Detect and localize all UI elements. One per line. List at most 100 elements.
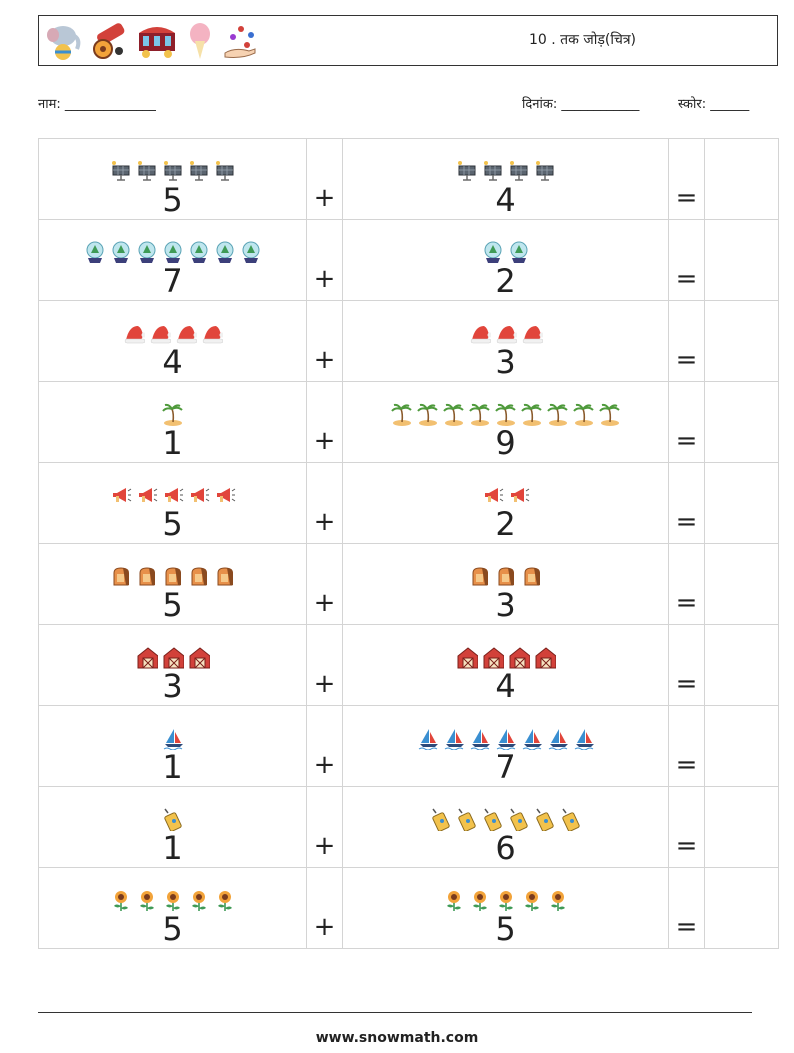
megaphone-icon bbox=[164, 488, 183, 502]
sailboat-icon bbox=[548, 729, 568, 750]
palm-island-icon bbox=[572, 403, 594, 426]
sailboat-icon bbox=[496, 729, 516, 750]
right-addend-cell: 7 bbox=[342, 705, 669, 787]
barn-icon bbox=[163, 647, 184, 669]
walkie-talkie-icon bbox=[457, 808, 476, 831]
sunflower-icon bbox=[139, 891, 154, 911]
problem-row: 3 +4 = bbox=[38, 624, 779, 706]
worksheet-title: 10 . तक जोड़(चित्र) bbox=[529, 32, 637, 48]
plus-sign: + bbox=[306, 300, 343, 382]
answer-box[interactable] bbox=[704, 381, 779, 463]
palm-island-icon bbox=[468, 403, 490, 426]
left-picture-group bbox=[39, 886, 306, 912]
answer-box[interactable] bbox=[704, 786, 779, 868]
snow-globe-icon bbox=[138, 241, 155, 263]
answer-box[interactable] bbox=[704, 705, 779, 787]
toast-icon bbox=[217, 567, 233, 586]
left-addend-cell: 3 bbox=[38, 624, 307, 706]
snow-globe-icon bbox=[112, 241, 129, 263]
palm-island-icon bbox=[161, 403, 183, 426]
answer-box[interactable] bbox=[704, 543, 779, 625]
toast-icon bbox=[165, 567, 181, 586]
problem-row: 5 +5 = bbox=[38, 867, 779, 949]
equals-sign: = bbox=[668, 867, 705, 949]
problem-row: 1 +7 = bbox=[38, 705, 779, 787]
left-addend-cell: 5 bbox=[38, 543, 307, 625]
solar-panel-icon bbox=[163, 161, 181, 181]
barn-icon bbox=[137, 647, 158, 669]
sunflower-icon bbox=[217, 891, 232, 911]
answer-box[interactable] bbox=[704, 462, 779, 544]
score-field-label: स्कोर: ______ bbox=[678, 97, 750, 112]
right-picture-group bbox=[343, 643, 668, 669]
right-addend-number: 4 bbox=[495, 181, 516, 219]
right-addend-number: 4 bbox=[495, 667, 516, 705]
sailboat-icon bbox=[522, 729, 542, 750]
right-addend-number: 3 bbox=[495, 586, 516, 624]
answer-box[interactable] bbox=[704, 300, 779, 382]
barn-icon bbox=[509, 647, 530, 669]
left-picture-group bbox=[39, 400, 306, 426]
equals-sign: = bbox=[668, 219, 705, 301]
plus-sign: + bbox=[306, 219, 343, 301]
santa-hat-icon bbox=[470, 326, 491, 344]
equals-sign: = bbox=[668, 543, 705, 625]
snow-globe-icon bbox=[86, 241, 103, 263]
sailboat-icon bbox=[574, 729, 594, 750]
plus-sign: + bbox=[306, 462, 343, 544]
left-addend-number: 4 bbox=[162, 343, 183, 381]
solar-panel-icon bbox=[111, 161, 129, 181]
toast-icon bbox=[113, 567, 129, 586]
footer-divider bbox=[38, 1012, 752, 1013]
sailboat-icon bbox=[444, 729, 464, 750]
left-addend-cell: 1 bbox=[38, 786, 307, 868]
toast-icon bbox=[139, 567, 155, 586]
left-picture-group bbox=[39, 157, 306, 183]
left-addend-cell: 1 bbox=[38, 381, 307, 463]
walkie-talkie-icon bbox=[163, 808, 182, 831]
solar-panel-icon bbox=[483, 161, 501, 181]
left-addend-cell: 4 bbox=[38, 300, 307, 382]
palm-island-icon bbox=[494, 403, 516, 426]
toast-icon bbox=[498, 567, 514, 586]
sunflower-icon bbox=[524, 891, 539, 911]
circus-wagon-icon bbox=[139, 27, 175, 58]
equals-sign: = bbox=[668, 624, 705, 706]
solar-panel-icon bbox=[215, 161, 233, 181]
toast-icon bbox=[191, 567, 207, 586]
left-addend-cell: 5 bbox=[38, 867, 307, 949]
santa-hat-icon bbox=[496, 326, 517, 344]
right-addend-number: 5 bbox=[495, 910, 516, 948]
equals-sign: = bbox=[668, 786, 705, 868]
equals-sign: = bbox=[668, 138, 705, 220]
left-addend-number: 7 bbox=[162, 262, 183, 300]
megaphone-icon bbox=[112, 488, 131, 502]
problem-row: 7 +2 = bbox=[38, 219, 779, 301]
answer-box[interactable] bbox=[704, 138, 779, 220]
barn-icon bbox=[189, 647, 210, 669]
santa-hat-icon bbox=[176, 326, 197, 344]
megaphone-icon bbox=[510, 488, 529, 502]
answer-box[interactable] bbox=[704, 624, 779, 706]
name-field-label: नाम: ______________ bbox=[38, 97, 156, 112]
right-addend-number: 7 bbox=[495, 748, 516, 786]
barn-icon bbox=[535, 647, 556, 669]
answer-box[interactable] bbox=[704, 867, 779, 949]
left-picture-group bbox=[39, 238, 306, 264]
solar-panel-icon bbox=[509, 161, 527, 181]
sailboat-icon bbox=[470, 729, 490, 750]
answer-box[interactable] bbox=[704, 219, 779, 301]
solar-panel-icon bbox=[189, 161, 207, 181]
toast-icon bbox=[524, 567, 540, 586]
left-picture-group bbox=[39, 805, 306, 831]
left-picture-group bbox=[39, 562, 306, 588]
snow-globe-icon bbox=[510, 241, 527, 263]
megaphone-icon bbox=[138, 488, 157, 502]
sunflower-icon bbox=[191, 891, 206, 911]
left-addend-number: 1 bbox=[162, 424, 183, 462]
sailboat-icon bbox=[418, 729, 438, 750]
plus-sign: + bbox=[306, 543, 343, 625]
equals-sign: = bbox=[668, 300, 705, 382]
circus-cannon-icon bbox=[93, 23, 125, 59]
plus-sign: + bbox=[306, 705, 343, 787]
